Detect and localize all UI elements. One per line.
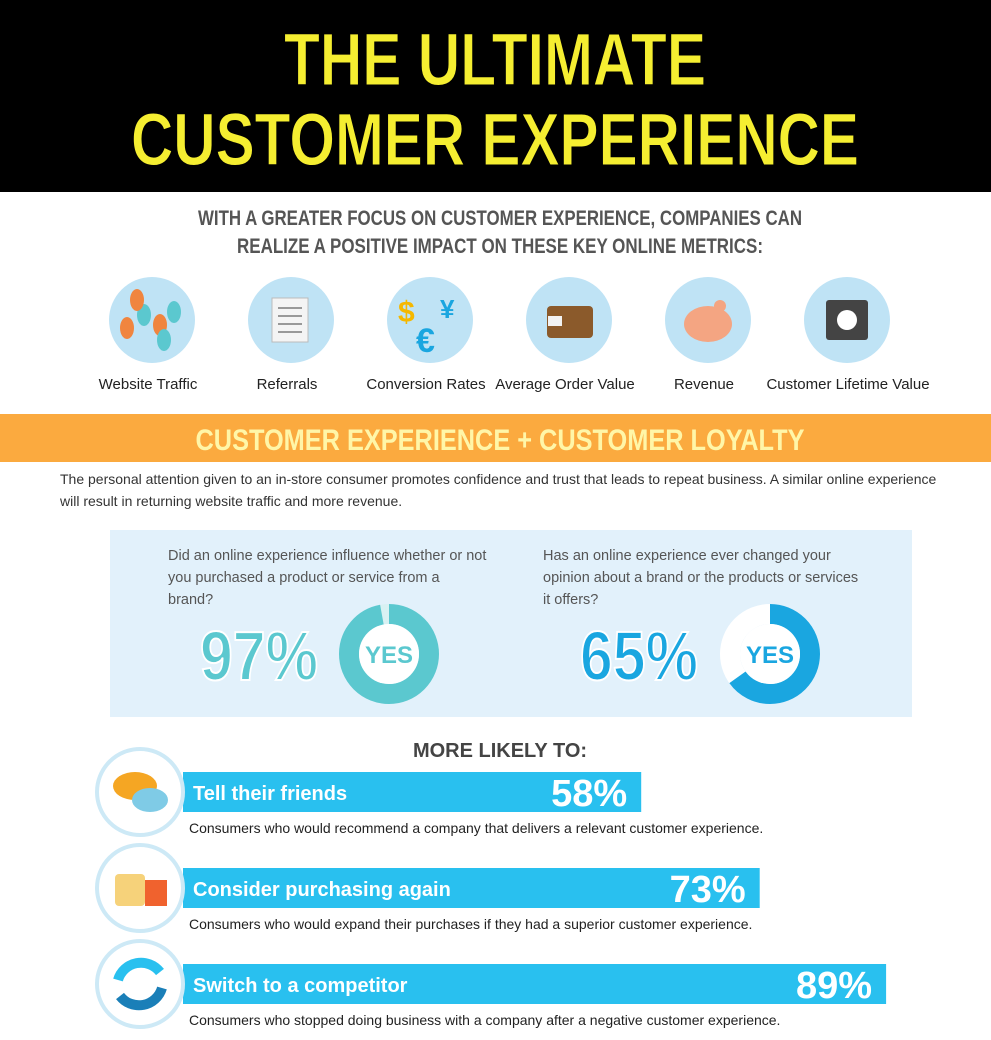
metric-label: Average Order Value (495, 376, 635, 393)
metric-icon (547, 306, 593, 338)
bar-value: 58% (551, 773, 627, 815)
metric-icon: $€¥ (398, 294, 455, 360)
survey-value: 65% (580, 617, 698, 695)
footprint (167, 301, 181, 323)
wallet (547, 306, 593, 338)
cuff (145, 880, 167, 906)
metric-icon-bg (387, 277, 473, 363)
metric-icon (684, 300, 732, 342)
bar-value: 73% (670, 869, 746, 911)
footprint (130, 289, 144, 311)
currency: € (416, 322, 435, 360)
intro-line: WITH A GREATER FOCUS ON CUSTOMER EXPERIE… (198, 207, 802, 230)
donut-center (359, 624, 419, 684)
donut-center (740, 624, 800, 684)
section-paragraph: The personal attention given to an in-st… (60, 471, 937, 509)
intro-line: REALIZE A POSITIVE IMPACT ON THESE KEY O… (237, 235, 763, 258)
survey-question: Did an online experience influence wheth… (168, 548, 487, 608)
document (271, 297, 309, 343)
donut-arc (720, 604, 820, 704)
metric-icon (271, 297, 309, 343)
piggy-ear (714, 300, 726, 312)
donut-arc (339, 604, 439, 704)
metric-label: Conversion Rates (366, 376, 485, 393)
bar (183, 772, 642, 812)
row-icon (115, 874, 167, 906)
title: CUSTOMER EXPERIENCE (131, 98, 859, 181)
row-icon-bg (95, 939, 185, 1029)
survey-question: Has an online experience ever changed yo… (543, 548, 859, 608)
row-icon (113, 772, 168, 812)
section-band (0, 414, 991, 462)
bubble (132, 788, 168, 812)
survey-answer: YES (746, 642, 794, 669)
arrow (116, 986, 167, 1011)
thumb (115, 874, 145, 906)
currency: $ (398, 296, 415, 329)
bar-value: 89% (796, 965, 872, 1007)
currency: ¥ (440, 294, 455, 324)
bar-description: Consumers who stopped doing business wit… (189, 1012, 781, 1028)
metric-label: Referrals (257, 376, 318, 393)
header-band (0, 0, 991, 192)
bar-label: Consider purchasing again (193, 879, 451, 901)
piggy (684, 306, 732, 342)
row-icon (113, 957, 167, 1011)
footprint (120, 317, 134, 339)
title: THE ULTIMATE (284, 18, 706, 101)
footprint (157, 329, 171, 351)
bar (183, 964, 887, 1004)
more-likely-title: MORE LIKELY TO: (413, 740, 587, 762)
section-title: CUSTOMER EXPERIENCE + CUSTOMER LOYALTY (196, 424, 805, 457)
metric-label: Website Traffic (99, 376, 198, 393)
metric-label: Customer Lifetime Value (766, 376, 929, 393)
bar-description: Consumers who would expand their purchas… (189, 916, 753, 932)
survey-value: 97% (200, 617, 318, 695)
bar (183, 868, 760, 908)
survey-answer: YES (365, 642, 413, 669)
metric-icon (120, 289, 181, 351)
arrow (113, 957, 164, 982)
safe-dial (837, 310, 857, 330)
metric-icon-bg (109, 277, 195, 363)
bar-description: Consumers who would recommend a company … (189, 820, 764, 836)
wallet-clasp (548, 316, 562, 326)
bar-label: Switch to a competitor (193, 975, 408, 997)
metric-icon (826, 300, 868, 340)
bar-label: Tell their friends (193, 783, 347, 805)
metric-label: Revenue (674, 376, 734, 393)
